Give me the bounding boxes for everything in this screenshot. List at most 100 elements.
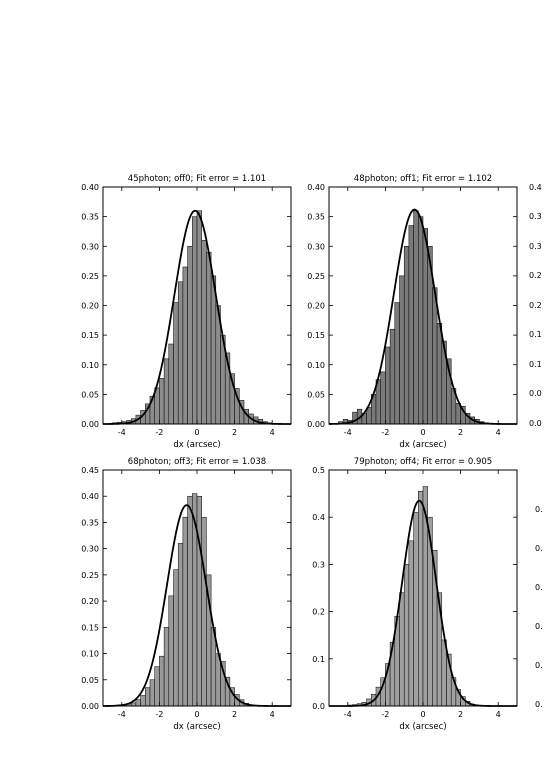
histogram-bar [408,225,414,425]
ytick-label: 0.15 [81,623,99,632]
ytick-label: 0.15 [307,331,325,340]
partial-panel-top-right: 0.4 0.3 0.3 0.2 0.2 0.1 0.1 0.0 0.0 [529,183,542,428]
xtick-label: -4 [344,710,352,719]
ytick-label: 0.30 [81,242,99,251]
xtick-label: 0 [194,710,199,719]
partial-panel-bottom-right: 0. 0. 0. 0. 0. 0. [535,505,543,709]
ytick-label: 0.30 [81,545,99,554]
histogram-bar [140,695,146,707]
ytick-label: 0.20 [81,597,99,606]
histogram-bar [173,302,179,425]
xtick-label: 4 [270,710,275,719]
xtick-label: 2 [232,428,237,437]
chart-title: 68photon; off3; Fit error = 1.038 [128,457,266,467]
partial-ytick-label: 0. [535,622,543,631]
x-axis-label: dx (arcsec) [399,440,446,450]
histogram-bar [159,655,165,707]
ytick-label: 0.30 [307,242,325,251]
gaussian-fit-curve [328,208,517,425]
chart-title: 45photon; off0; Fit error = 1.101 [128,174,266,184]
partial-ytick-label: 0.0 [529,389,542,398]
histogram-bar [187,246,193,425]
partial-ytick-label: 0. [535,583,543,592]
ytick-label: 0.25 [81,272,99,281]
partial-ytick-label: 0. [535,544,543,553]
histogram-bar [403,246,410,425]
ytick-label: 0.05 [81,676,99,685]
histogram-bar [149,679,155,707]
ytick-label: 0.10 [81,361,99,370]
histogram-bar [394,302,400,425]
partial-ytick-label: 0. [535,661,543,670]
histogram-bar [182,266,188,425]
ytick-label: 0.0 [312,702,325,711]
partial-ytick-label: 0. [535,700,543,709]
histogram-bar [159,378,165,425]
histogram-bar [403,564,410,707]
histogram-bar [168,343,174,425]
ytick-label: 0.35 [307,213,325,222]
histogram-bar [196,495,202,707]
histogram-bar [389,328,396,425]
ytick-label: 0.25 [307,272,325,281]
ytick-label: 0.20 [307,302,325,311]
ytick-label: 0.35 [81,213,99,222]
ytick-label: 0.3 [312,560,325,569]
histogram-bar [413,210,419,425]
histogram-bar [399,592,405,707]
xtick-label: 4 [496,428,501,437]
histogram-bar [418,216,424,425]
histogram-bar [399,275,405,425]
xtick-label: 2 [232,710,237,719]
histogram-bar [177,281,184,425]
partial-ytick-label: 0. [535,505,543,514]
histogram-bar [163,358,170,425]
ytick-label: 0.05 [81,390,99,399]
histogram-bar [145,687,151,707]
histogram-bar [173,569,179,707]
ytick-label: 0.00 [307,420,325,429]
histogram-bar [135,699,141,707]
partial-ytick-label: 0.2 [529,301,542,310]
histogram-bar [177,543,184,707]
xtick-label: -4 [344,428,352,437]
xtick-label: 2 [458,428,463,437]
partial-ytick-label: 0.2 [529,271,542,280]
histogram-bar [432,287,438,425]
ytick-label: 0.40 [81,183,99,192]
ytick-label: 0.40 [307,183,325,192]
histogram-bar [413,512,419,707]
partial-ytick-label: 0.3 [529,212,542,221]
xtick-label: 0 [420,710,425,719]
chart-title: 48photon; off1; Fit error = 1.102 [354,174,492,184]
ytick-label: 0.10 [307,361,325,370]
xtick-label: -4 [118,710,126,719]
ytick-label: 0.05 [307,390,325,399]
histogram-bar [163,627,170,707]
xtick-label: -2 [155,710,163,719]
histogram-bar [380,371,386,425]
ytick-label: 0.20 [81,302,99,311]
histogram-panel-2: 0.00 0.05 0.10 0.15 0.20 0.25 0.30 0.35 0.40 0.45… [81,457,292,732]
xtick-label: 4 [496,710,501,719]
histogram-bar [418,490,424,707]
histogram-bar [192,216,198,425]
histogram-bar [408,540,414,707]
xtick-label: -2 [155,428,163,437]
histogram-bar [187,495,193,707]
xtick-label: -2 [381,428,389,437]
partial-ytick-label: 0.3 [529,242,542,251]
xtick-label: -4 [118,428,126,437]
histogram-panel-3: 0.0 0.1 0.2 0.3 0.4 0.5 -4 -2 0 2 4 79photon; off4;… [312,457,518,732]
histogram-bar [201,240,207,425]
x-axis-label: dx (arcsec) [173,722,220,732]
x-axis-label: dx (arcsec) [399,722,446,732]
ytick-label: 0.45 [81,466,99,475]
ytick-label: 0.25 [81,571,99,580]
histogram-bar [154,666,160,707]
histogram-bar [201,516,207,707]
x-axis-label: dx (arcsec) [173,440,220,450]
partial-ytick-label: 0.0 [529,419,542,428]
ytick-label: 0.4 [312,513,325,522]
